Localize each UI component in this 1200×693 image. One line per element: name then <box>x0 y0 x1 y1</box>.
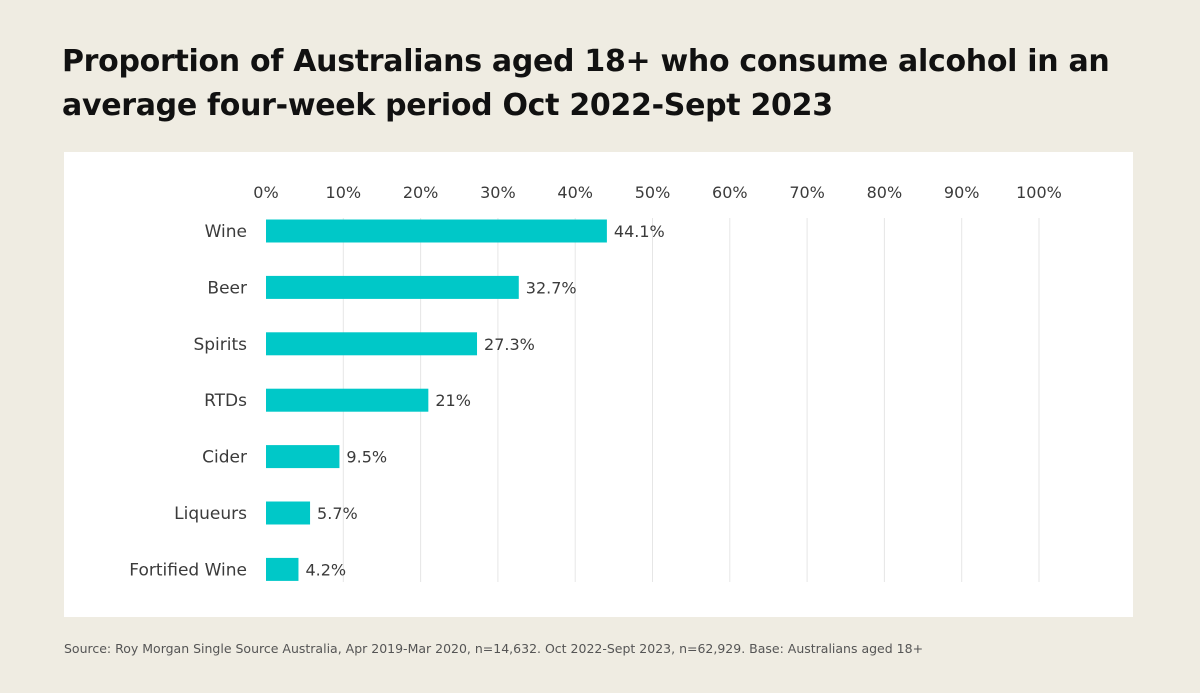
x-tick-label: 10% <box>326 183 362 202</box>
x-tick-label: 90% <box>944 183 980 202</box>
data-label: 4.2% <box>305 560 346 579</box>
category-label: Fortified Wine <box>129 560 247 580</box>
chart-panel: 0% 10% 20% 30% 40% 50% 60% 70% 80% 90% 100% Wine Be… <box>64 152 1133 617</box>
chart-title: Proportion of Australians aged 18+ who c… <box>62 44 1110 123</box>
x-tick-label: 20% <box>403 183 439 202</box>
data-label: 32.7% <box>526 278 577 297</box>
data-label: 9.5% <box>346 448 387 467</box>
bar-chart: 0% 10% 20% 30% 40% 50% 60% 70% 80% 90% 100% Wine Be… <box>129 183 1062 582</box>
x-tick-label: 30% <box>480 183 516 202</box>
bar-beer <box>266 275 519 299</box>
x-tick-label: 40% <box>557 183 593 202</box>
category-label: Spirits <box>193 335 247 355</box>
bar-wine <box>266 219 607 243</box>
category-label: Beer <box>207 278 247 298</box>
category-label: Liqueurs <box>174 504 247 524</box>
category-label: RTDs <box>204 391 247 411</box>
x-axis-ticks: 0% 10% 20% 30% 40% 50% 60% 70% 80% 90% 100% <box>253 183 1062 202</box>
x-tick-label: 0% <box>253 183 278 202</box>
data-label: 27.3% <box>484 335 535 354</box>
data-label: 5.7% <box>317 504 358 523</box>
category-label: Wine <box>205 222 247 242</box>
category-label: Cider <box>202 448 247 468</box>
bar-rtds <box>266 388 429 412</box>
x-tick-label: 70% <box>789 183 825 202</box>
bar-spirits <box>266 332 478 356</box>
data-label: 21% <box>435 391 471 410</box>
bar-fortified-wine <box>266 557 299 581</box>
value-labels: 44.1% 32.7% 27.3% 21% 9.5% 5.7% 4.2% <box>305 222 664 579</box>
x-tick-label: 80% <box>867 183 903 202</box>
bar-liqueurs <box>266 501 311 525</box>
bar-cider <box>266 445 340 469</box>
data-label: 44.1% <box>614 222 665 241</box>
bars <box>266 219 607 581</box>
x-tick-label: 60% <box>712 183 748 202</box>
category-labels: Wine Beer Spirits RTDs Cider Liqueurs Fortifie… <box>129 222 247 580</box>
x-tick-label: 100% <box>1016 183 1062 202</box>
source-note: Source: Roy Morgan Single Source Austral… <box>64 641 924 656</box>
x-tick-label: 50% <box>635 183 671 202</box>
